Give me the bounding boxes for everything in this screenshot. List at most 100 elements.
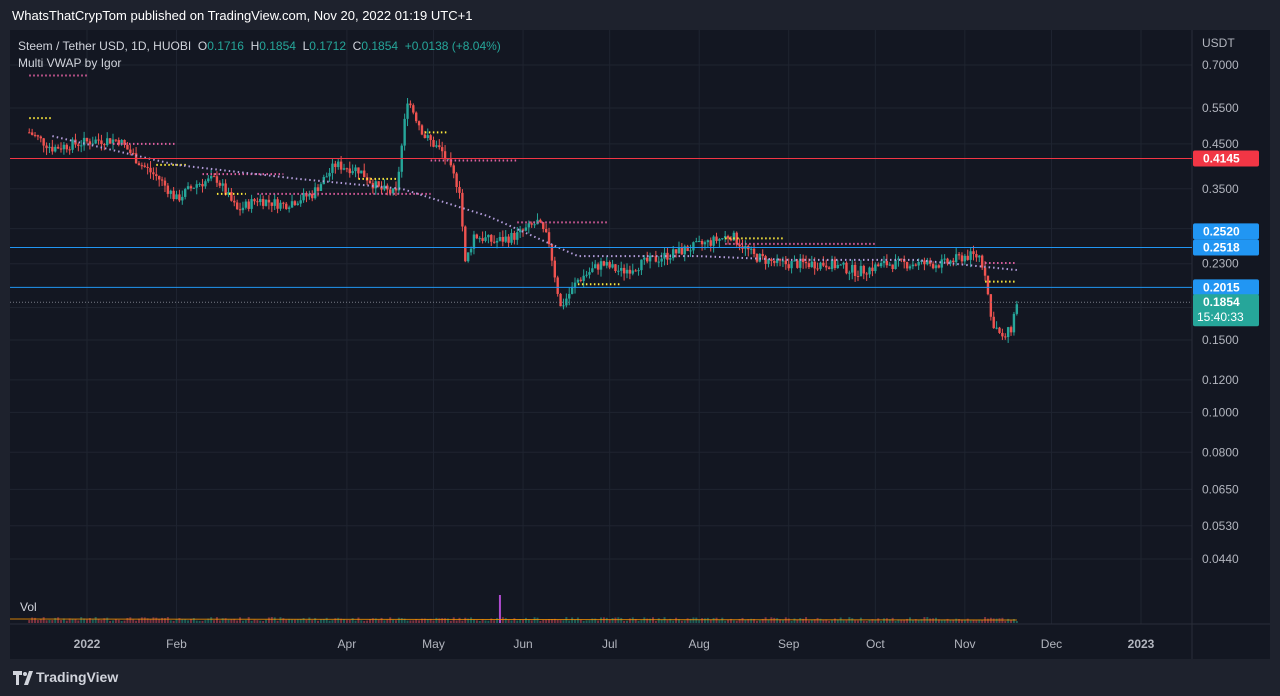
volume-bar — [418, 620, 421, 623]
candle-body — [980, 255, 984, 268]
tradingview-logo-icon[interactable] — [12, 668, 34, 688]
volume-bar — [253, 619, 256, 623]
volume-bar — [920, 619, 923, 623]
candle-body — [657, 261, 660, 263]
high-label: H — [250, 39, 260, 53]
volume-bar — [88, 618, 91, 623]
candle-body — [394, 188, 398, 191]
volume-bar — [374, 618, 377, 623]
volume-label[interactable]: Vol — [20, 600, 37, 614]
volume-bar — [241, 620, 244, 623]
volume-bar — [522, 619, 525, 623]
volume-bar — [949, 619, 952, 623]
indicator-label[interactable]: Multi VWAP by Igor — [18, 56, 122, 70]
volume-bar — [1012, 618, 1015, 623]
candle-body — [443, 151, 447, 160]
volume-bar — [470, 617, 473, 623]
candle-body — [585, 274, 588, 276]
candle-body — [360, 170, 363, 174]
price-chart[interactable]: 0.70000.55000.45000.35000.28000.23000.18… — [10, 30, 1270, 659]
last-price-tag — [1193, 294, 1259, 327]
candle-body — [579, 279, 582, 281]
volume-bar — [793, 618, 796, 623]
footer — [0, 660, 1280, 696]
candle-body — [830, 259, 834, 270]
volume-bar — [683, 620, 686, 623]
volume-bar — [351, 618, 354, 623]
countdown-label: 15:40:33 — [1197, 310, 1244, 324]
candle-body — [97, 139, 100, 141]
candle-body — [374, 181, 377, 189]
candle-body — [839, 264, 842, 266]
volume-bar — [885, 618, 888, 623]
candle-body — [553, 260, 557, 278]
volume-bar — [753, 618, 756, 623]
candle-body — [215, 176, 219, 183]
candle-body — [417, 121, 421, 126]
volume-bar — [724, 620, 727, 623]
volume-bar — [420, 618, 423, 623]
candle-body — [735, 232, 738, 245]
volume-bar — [943, 619, 946, 623]
candle-body — [1012, 313, 1016, 333]
volume-bar — [545, 619, 548, 623]
candle-body — [620, 267, 623, 271]
candle-body — [954, 254, 958, 263]
volume-bar — [758, 620, 761, 623]
candle-body — [389, 189, 392, 194]
volume-bar — [103, 618, 106, 623]
volume-bar — [940, 620, 943, 623]
volume-bar — [239, 617, 242, 623]
candle-body — [100, 140, 103, 145]
candle-body — [900, 258, 903, 260]
candle-body — [39, 136, 42, 139]
candle-body — [677, 247, 681, 254]
volume-bar — [149, 619, 152, 623]
volume-spike-bar — [498, 595, 501, 623]
volume-bar — [467, 618, 470, 623]
candle-body — [689, 250, 692, 252]
candle-body — [469, 248, 473, 253]
volume-bar — [415, 619, 418, 623]
candle-body — [801, 258, 805, 263]
candle-body — [475, 234, 479, 239]
volume-bar — [646, 618, 649, 623]
volume-bar — [562, 620, 565, 623]
volume-bar — [57, 617, 60, 623]
y-tick-label: 0.5500 — [1202, 101, 1239, 115]
volume-bar — [654, 620, 657, 623]
volume-bar — [291, 619, 294, 623]
candle-body — [132, 152, 135, 154]
volume-bar — [438, 618, 441, 623]
volume-bar — [914, 619, 917, 623]
volume-bar — [868, 619, 871, 623]
symbol-label[interactable]: Steem / Tether USD, 1D, HUOBI — [18, 39, 192, 53]
volume-bar — [117, 619, 120, 623]
candle-body — [244, 201, 248, 208]
candle-body — [966, 255, 969, 260]
tradingview-brand[interactable]: TradingView — [36, 669, 119, 685]
volume-bar — [256, 620, 259, 623]
volume-bar — [91, 619, 94, 623]
volume-bar — [334, 618, 337, 623]
candle-body — [120, 139, 123, 145]
candle-body — [172, 190, 175, 200]
candle-body — [588, 272, 591, 275]
candle-body — [452, 165, 455, 174]
volume-bar — [516, 620, 519, 623]
volume-bar — [39, 619, 42, 623]
chart-frame[interactable]: 0.70000.55000.45000.35000.28000.23000.18… — [10, 30, 1270, 659]
volume-bar — [675, 617, 678, 623]
candle-body — [894, 259, 897, 269]
volume-bar — [423, 618, 426, 623]
volume-bar — [111, 620, 114, 623]
volume-bar — [106, 617, 109, 623]
candle-body — [247, 201, 250, 209]
volume-bar — [533, 617, 536, 623]
volume-bar — [871, 619, 874, 623]
volume-bar — [34, 617, 37, 623]
candle-body — [311, 193, 314, 199]
candle-body — [542, 222, 545, 229]
volume-bar — [669, 618, 672, 623]
candle-body — [77, 144, 80, 146]
